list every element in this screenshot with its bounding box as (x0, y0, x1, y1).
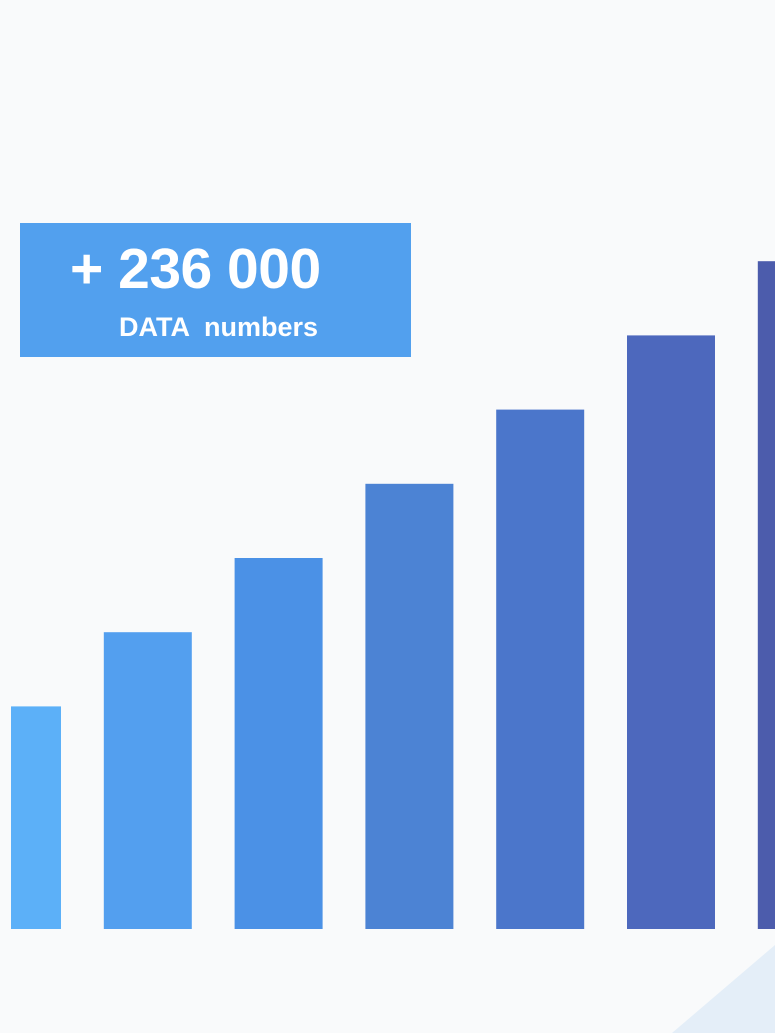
stat-label: DATA numbers (119, 312, 319, 342)
bar-5 (496, 409, 585, 930)
bar-4 (365, 483, 454, 929)
bar-1 (11, 706, 61, 929)
stat-value: + 236 000 (70, 237, 321, 301)
bar-6 (627, 335, 715, 929)
bar-7 (757, 261, 775, 929)
bar-3 (234, 558, 323, 929)
corner-accent-shape (672, 945, 775, 1033)
stat-badge: + 236 000 DATA numbers (20, 223, 411, 357)
bars-group (11, 261, 775, 930)
bar-2 (103, 632, 192, 929)
